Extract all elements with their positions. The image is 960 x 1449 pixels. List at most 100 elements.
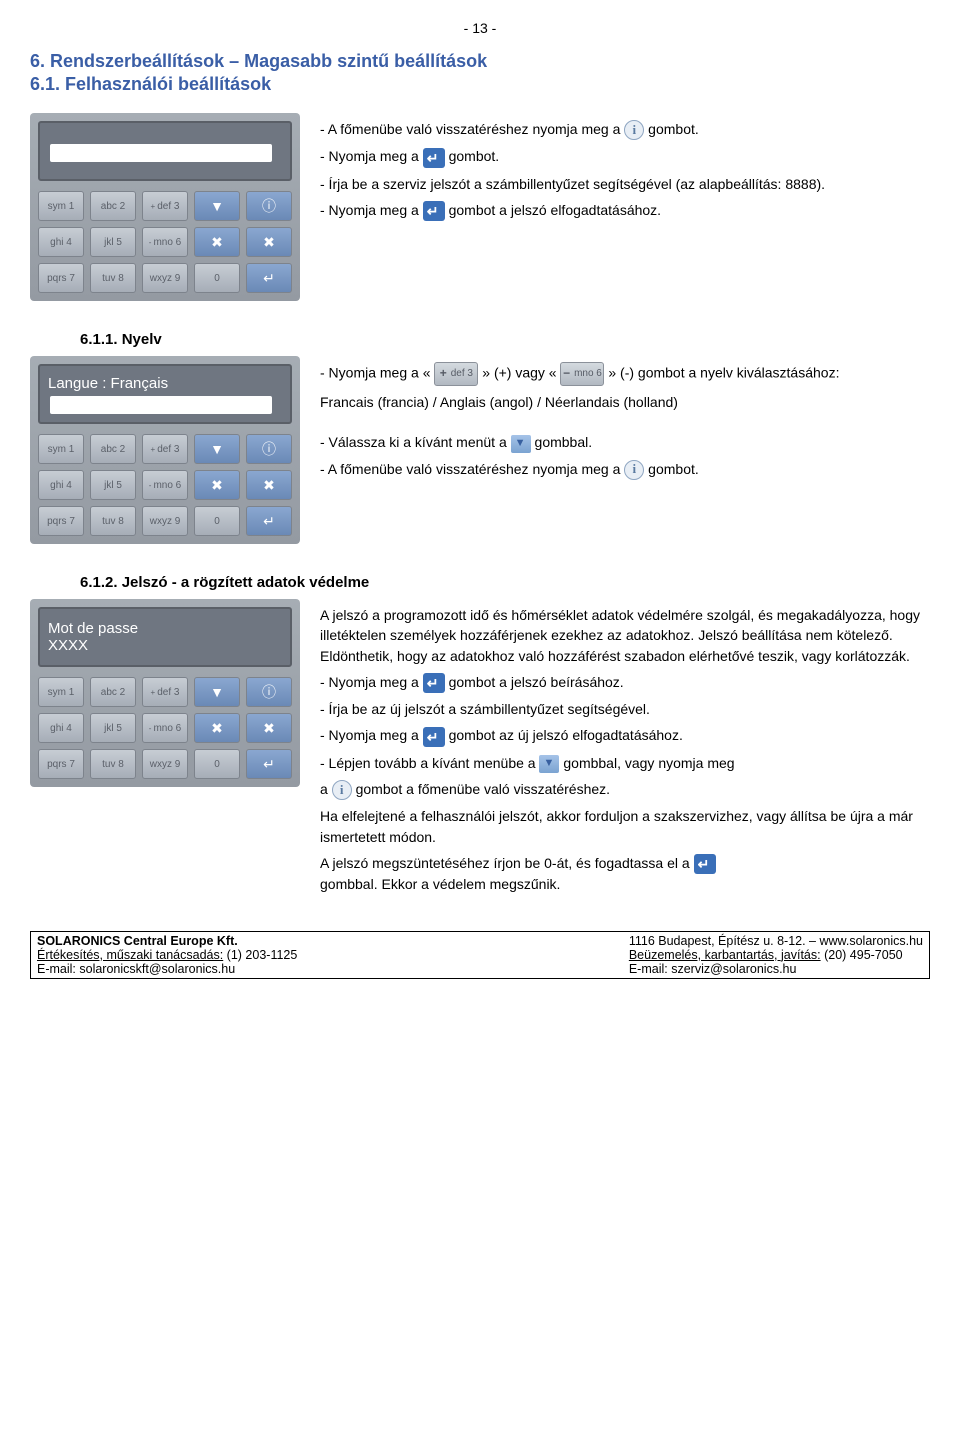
keypad-key: ↵	[246, 749, 292, 779]
text: » (-) gombot a nyelv kiválasztásához:	[608, 365, 839, 381]
text: - Nyomja meg a	[320, 727, 423, 743]
keypad-key: ↵	[246, 506, 292, 536]
text: - Írja be az új jelszót a számbillentyűz…	[320, 699, 930, 719]
text: gombot a főmenübe való visszatéréshez.	[356, 781, 610, 797]
enter-icon	[423, 201, 445, 221]
info-icon: i	[332, 780, 352, 800]
keypad-key: pqrs 7	[38, 506, 84, 536]
footer-sales-label: Értékesítés, műszaki tanácsadás:	[37, 948, 223, 962]
keypad-key: pqrs 7	[38, 749, 84, 779]
keypad-key: -mno 6	[142, 227, 188, 257]
keypad-key: ▼	[194, 677, 240, 707]
keypad-display-motdepasse: Mot de passe XXXX	[38, 607, 292, 667]
info-icon: i	[624, 120, 644, 140]
heading-6-1-1: 6.1.1. Nyelv	[30, 331, 930, 348]
text: a	[320, 781, 332, 797]
keypad-key: ✖	[194, 470, 240, 500]
keypad-key: tuv 8	[90, 263, 136, 293]
keypad-key: sym 1	[38, 434, 84, 464]
footer-service-phone: (20) 495-7050	[821, 948, 903, 962]
section-c-text: A jelszó a programozott idő és hőmérsékl…	[320, 599, 930, 901]
down-icon	[539, 755, 559, 773]
keypad-1: sym 1abc 2+def 3▼ⓘghi 4jkl 5-mno 6✖✖pqrs…	[30, 113, 300, 301]
enter-icon	[423, 727, 445, 747]
keypad-key: abc 2	[90, 677, 136, 707]
keypad-display-langue: Langue : Français	[38, 364, 292, 424]
text: gombot az új jelszó elfogadtatásához.	[449, 727, 683, 743]
text: gombbal.	[535, 434, 593, 450]
keypad-key: ✖	[194, 713, 240, 743]
section-a-text: - A főmenübe való visszatéréshez nyomja …	[320, 113, 930, 227]
page-number: - 13 -	[30, 20, 930, 36]
heading-6-1-2: 6.1.2. Jelszó - a rögzített adatok védel…	[30, 574, 930, 591]
keypad-key: -mno 6	[142, 713, 188, 743]
keypad-key: 0	[194, 749, 240, 779]
keypad-key: 0	[194, 263, 240, 293]
text: » (+) vagy «	[482, 365, 560, 381]
text: Francais (francia) / Anglais (angol) / N…	[320, 392, 930, 412]
keypad-key: ghi 4	[38, 227, 84, 257]
text: gombot.	[648, 121, 699, 137]
text: A jelszó megszüntetéséhez írjon be 0-át,…	[320, 855, 694, 871]
text: - Nyomja meg a	[320, 674, 423, 690]
enter-icon	[423, 673, 445, 693]
keypad-key: ⓘ	[246, 434, 292, 464]
keypad-key: +def 3	[142, 191, 188, 221]
keypad-key: ⓘ	[246, 191, 292, 221]
footer-sales-phone: (1) 203-1125	[223, 948, 297, 962]
text: gombbal. Ekkor a védelem megszűnik.	[320, 876, 560, 892]
keypad-key: +def 3	[142, 434, 188, 464]
keypad-key: abc 2	[90, 191, 136, 221]
keypad-key: sym 1	[38, 677, 84, 707]
text: gombot.	[449, 148, 500, 164]
display-text: Langue : Français	[48, 375, 282, 392]
keypad-3: Mot de passe XXXX sym 1abc 2+def 3▼ⓘ ghi …	[30, 599, 300, 787]
keypad-key: ghi 4	[38, 713, 84, 743]
text: Ha elfelejtené a felhasználói jelszót, a…	[320, 806, 930, 847]
text: gombot a jelszó elfogadtatásához.	[449, 202, 661, 218]
heading-6-1: 6.1. Felhasználói beállítások	[30, 74, 930, 95]
keypad-key: jkl 5	[90, 713, 136, 743]
text: gombot a jelszó beírásához.	[449, 674, 624, 690]
down-icon	[511, 435, 531, 453]
keypad-key: wxyz 9	[142, 749, 188, 779]
keypad-key: 0	[194, 506, 240, 536]
keypad-key: ↵	[246, 263, 292, 293]
keypad-2: Langue : Français sym 1abc 2+def 3▼ⓘ ghi …	[30, 356, 300, 544]
keypad-key: jkl 5	[90, 227, 136, 257]
keypad-key: tuv 8	[90, 506, 136, 536]
keypad-key: pqrs 7	[38, 263, 84, 293]
keypad-key: jkl 5	[90, 470, 136, 500]
keypad-key: ✖	[194, 227, 240, 257]
keypad-key: ▼	[194, 434, 240, 464]
keypad-key: ▼	[194, 191, 240, 221]
enter-icon	[423, 148, 445, 168]
footer-email-left: E-mail: solaronicskft@solaronics.hu	[37, 962, 297, 976]
keypad-display-blank	[38, 121, 292, 181]
keypad-key: -mno 6	[142, 470, 188, 500]
keypad-key: abc 2	[90, 434, 136, 464]
text: gombot.	[648, 461, 699, 477]
footer-company: SOLARONICS Central Europe Kft.	[37, 934, 238, 948]
enter-icon	[694, 854, 716, 874]
text: - Válassza ki a kívánt menüt a	[320, 434, 511, 450]
keypad-key: tuv 8	[90, 749, 136, 779]
text: - A főmenübe való visszatéréshez nyomja …	[320, 461, 624, 477]
footer-address: 1116 Budapest, Építész u. 8-12. – www.so…	[629, 934, 923, 948]
text: - Nyomja meg a «	[320, 365, 434, 381]
keypad-key: ghi 4	[38, 470, 84, 500]
keypad-key: wxyz 9	[142, 506, 188, 536]
keypad-key: ✖	[246, 713, 292, 743]
keypad-key: ⓘ	[246, 677, 292, 707]
footer-service-label: Beüzemelés, karbantartás, javítás:	[629, 948, 821, 962]
display-text: XXXX	[48, 637, 282, 654]
plus-key-icon: +def 3	[434, 362, 478, 386]
text: gombbal, vagy nyomja meg	[563, 755, 734, 771]
footer: SOLARONICS Central Europe Kft. Értékesít…	[30, 931, 930, 979]
display-text: Mot de passe	[48, 620, 282, 637]
keypad-key: wxyz 9	[142, 263, 188, 293]
text: - Nyomja meg a	[320, 148, 423, 164]
keypad-key: +def 3	[142, 677, 188, 707]
text: - A főmenübe való visszatéréshez nyomja …	[320, 121, 624, 137]
text: - Írja be a szerviz jelszót a számbillen…	[320, 174, 930, 194]
